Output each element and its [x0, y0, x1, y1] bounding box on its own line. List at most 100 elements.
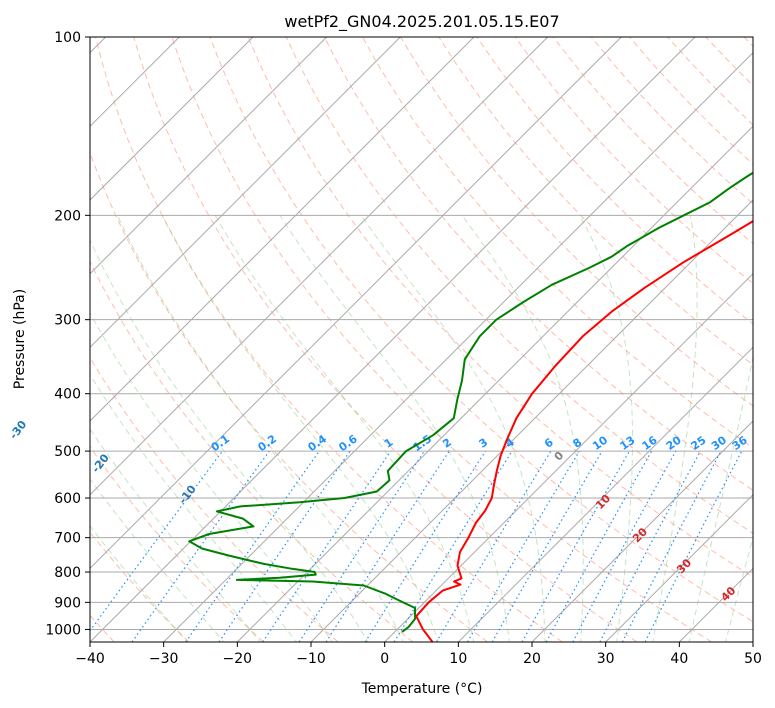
dry-adiabat — [90, 356, 339, 642]
mixing-ratio-line — [644, 450, 743, 642]
dry-adiabat — [438, 37, 753, 366]
dry-adiabat — [590, 37, 753, 205]
mixing-ratio-label: 13 — [617, 434, 637, 453]
moist-adiabat — [579, 215, 633, 642]
x-axis: −40 −30 −20 −10 0 10 20 30 40 50 — [75, 642, 762, 667]
x-tick-label: 0 — [380, 651, 389, 667]
dry-adiabat — [705, 37, 753, 87]
plot-area: 0.10.20.40.611.52346810131620253036-100-… — [7, 36, 754, 643]
y-tick-label: 800 — [54, 565, 81, 581]
mixing-ratio-line — [298, 450, 425, 642]
plot-frame — [89, 36, 754, 643]
dry-adiabat — [285, 37, 753, 535]
moist-adiabat-label: 30 — [674, 556, 694, 576]
isotherm-gridline — [384, 272, 753, 642]
mixing-ratio-label: 20 — [664, 433, 684, 453]
x-tick-label: 30 — [597, 651, 615, 667]
moist-adiabat — [461, 215, 584, 642]
isotherm-gridline — [605, 493, 753, 642]
x-tick-label: 40 — [670, 651, 688, 667]
x-tick-label: 10 — [449, 651, 467, 667]
y-tick-label: 600 — [54, 491, 81, 507]
isotherm-gridline — [90, 37, 401, 349]
mixing-ratio-label: 8 — [571, 436, 585, 451]
line-labels: 0.10.20.40.611.52346810131620253036-100-… — [7, 418, 750, 604]
y-tick-label: 1000 — [45, 622, 81, 638]
dry-adiabat — [90, 260, 414, 642]
mixing-ratio-line — [545, 450, 653, 642]
mixing-ratio-line — [364, 450, 486, 642]
isotherm-gridline — [90, 37, 475, 422]
moist-adiabat — [90, 238, 369, 642]
y-axis-label: Pressure (hPa) — [12, 289, 28, 389]
x-tick-label: 20 — [523, 651, 541, 667]
mixing-ratio-line — [393, 450, 513, 642]
isotherm-gridline — [678, 567, 753, 642]
dry-adiabat — [552, 37, 753, 245]
y-tick-label: 300 — [54, 313, 81, 329]
dry-adiabat — [247, 37, 753, 578]
mixing-ratio-line — [466, 450, 580, 642]
y-tick-label: 500 — [54, 444, 81, 460]
mixing-ratio-label: 30 — [709, 433, 729, 453]
y-tick-label: 400 — [54, 387, 81, 403]
x-tick-label: −30 — [149, 651, 179, 667]
mixing-ratio-label: 16 — [640, 433, 660, 453]
moist-adiabat — [90, 428, 261, 642]
dry-adiabat — [667, 37, 753, 126]
dry-adiabat-label: -20 — [89, 451, 112, 475]
dry-adiabat-label: -10 — [176, 482, 199, 506]
moist-adiabat — [90, 525, 188, 642]
mixing-ratio-line — [521, 450, 631, 642]
isotherm-gridline — [752, 641, 753, 642]
isotherm-gridline — [90, 37, 622, 570]
moist-adiabat — [214, 215, 475, 642]
moist-adiabat — [360, 215, 546, 642]
temperature-profile-line — [415, 219, 753, 642]
moist-adiabat — [724, 536, 753, 642]
mixing-ratio-label: 6 — [542, 436, 556, 451]
dry-adiabat — [476, 37, 753, 325]
isotherm-gridline — [90, 37, 254, 201]
y-axis: 100 200 300 400 500 600 700 800 900 1000 — [45, 30, 90, 638]
isotherm-gridline — [90, 37, 696, 642]
moist-adiabat-label: 10 — [593, 492, 613, 512]
mixing-ratio-line — [185, 450, 320, 642]
mixing-ratio-line — [262, 450, 392, 642]
dry-adiabat — [743, 37, 753, 47]
moist-adiabat — [652, 215, 698, 642]
dry-adiabat — [133, 37, 638, 642]
profile-lines — [188, 171, 753, 642]
moist-adiabat — [117, 215, 404, 642]
chart-title: wetPf2_GN04.2025.201.05.15.E07 — [284, 12, 559, 32]
dry-adiabat-label: -30 — [7, 418, 30, 442]
moist-adiabat — [279, 215, 510, 642]
isotherm-gridline — [457, 346, 753, 642]
mixing-ratio-line — [435, 450, 552, 642]
isotherm-gridline — [90, 37, 328, 275]
x-tick-label: −10 — [296, 651, 326, 667]
moist-adiabat — [161, 215, 440, 642]
mixing-ratio-label: 3 — [477, 436, 491, 451]
dry-adiabat — [95, 37, 563, 642]
mixing-ratio-label: 36 — [730, 433, 750, 453]
background-lines — [90, 37, 753, 642]
dry-adiabat — [323, 37, 753, 491]
x-tick-label: 50 — [744, 651, 762, 667]
mixing-ratio-line — [599, 450, 702, 642]
y-tick-label: 900 — [54, 595, 81, 611]
mixing-ratio-label: 1 — [382, 436, 396, 451]
dry-adiabat — [514, 37, 753, 285]
dry-adiabat — [90, 151, 488, 642]
dry-adiabat — [90, 531, 190, 642]
y-tick-label: 200 — [54, 208, 81, 224]
isotherm-gridline — [90, 37, 549, 496]
isotherm-gridline — [531, 420, 753, 642]
isotherm-gridline — [163, 51, 753, 642]
moist-adiabat — [90, 373, 297, 642]
dry-adiabat — [90, 445, 264, 642]
dry-adiabat — [209, 37, 753, 623]
mixing-ratio-line — [218, 450, 351, 642]
mixing-ratio-line — [131, 450, 270, 642]
